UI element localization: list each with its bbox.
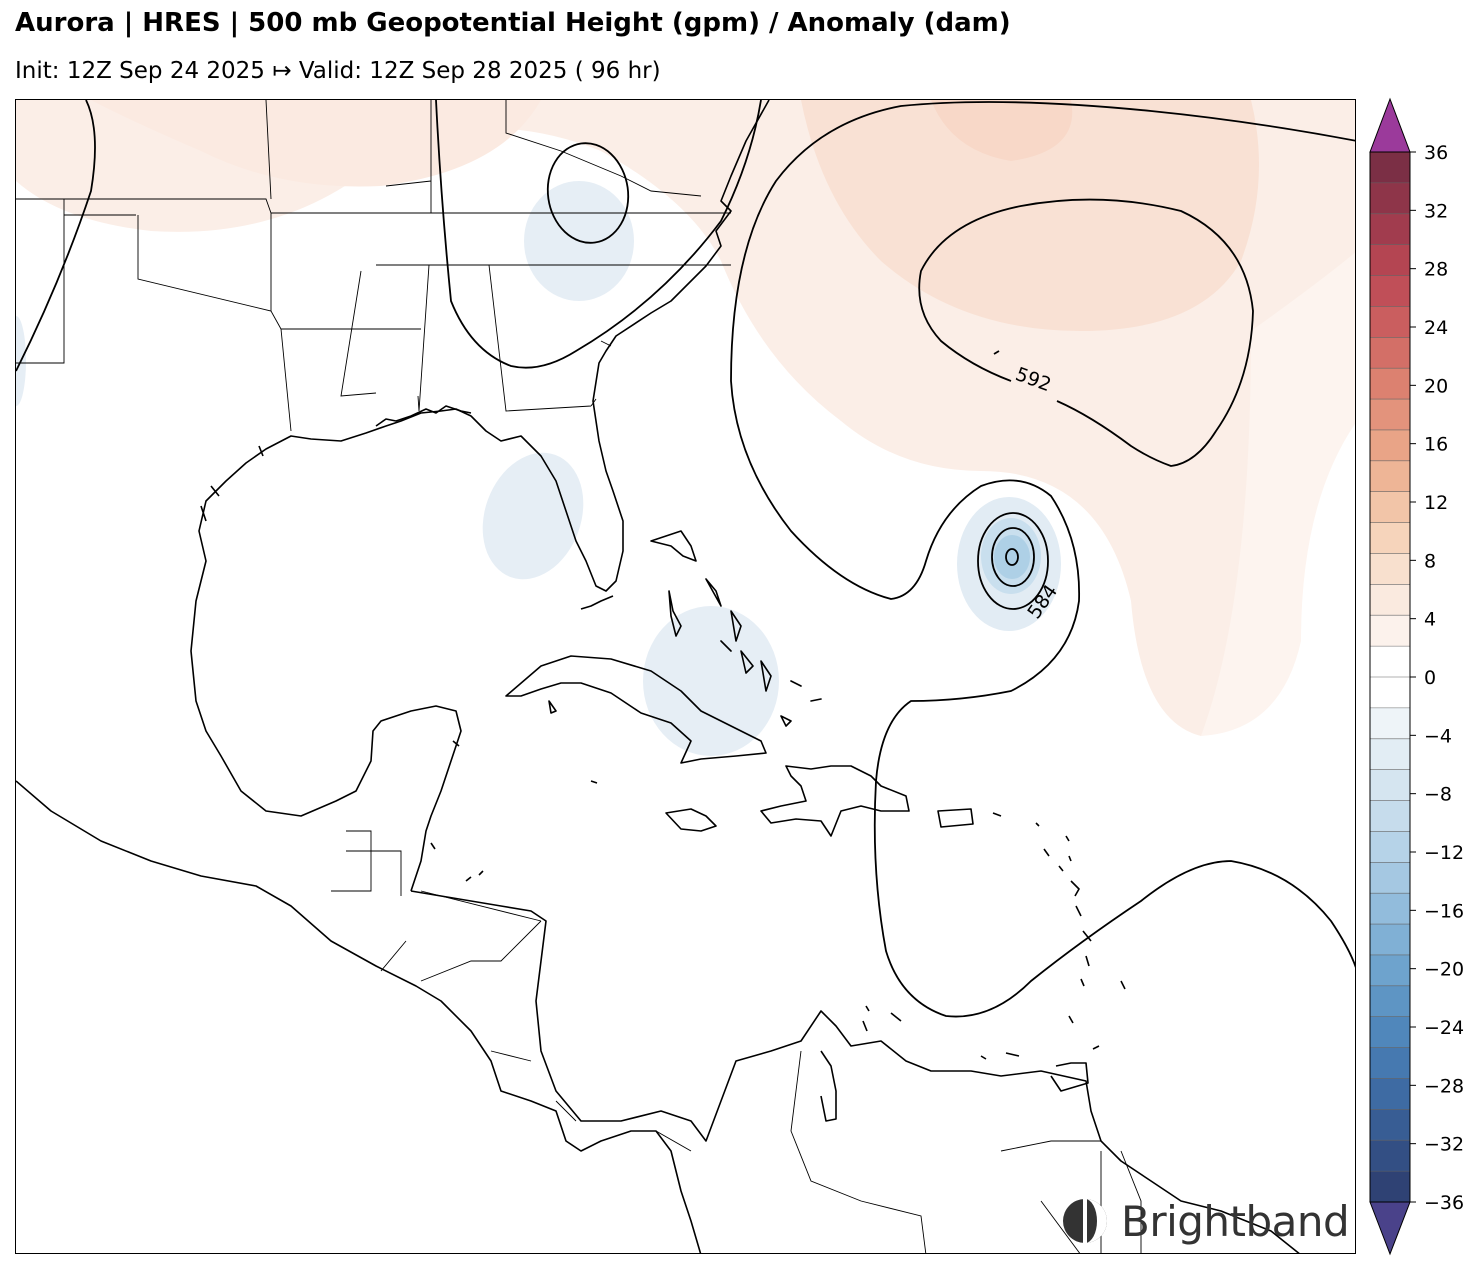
contour-low-outer [977,512,1049,610]
colorbar-extend-top [1369,97,1411,153]
cuba [505,655,767,764]
colorbar-extend-bottom [1369,1201,1411,1256]
colorbar-segment [1370,522,1410,554]
colorbar-segment [1370,1109,1410,1141]
colorbar-tick-label: 4 [1424,609,1436,631]
colorbar-tick-label: 36 [1424,142,1448,164]
contour-eastern-us-ridge [435,100,762,369]
bahamas-islands [650,530,822,727]
colorbar-segment [1370,1016,1410,1049]
colorbar-segment [1370,1078,1410,1110]
puerto-rico [937,808,974,828]
coastlines [16,100,1300,1253]
colorbar-segment [1370,954,1410,987]
contour-592 [918,198,1254,467]
map-svg: 592 584 [16,100,1355,1253]
colorbar-segment [1370,862,1410,894]
colorbar-segment [1370,306,1410,338]
hispaniola [760,765,910,837]
colorbar-tick-label: 32 [1424,200,1448,222]
colorbar-tick-label: −28 [1424,1075,1464,1097]
central-america-caribbean-coast [410,890,1300,1253]
colorbar-segment [1370,429,1410,462]
chart-subtitle: Init: 12Z Sep 24 2025 ↦ Valid: 12Z Sep 2… [15,58,661,84]
negative-anomaly-low-core [994,535,1030,579]
colorbar-tick-label: −24 [1424,1017,1464,1039]
colorbar-segment [1370,152,1410,184]
contour-low-mid [991,527,1035,587]
florida-keys [580,595,614,610]
colorbar-segment [1370,213,1410,246]
contour-carolinas-low [546,142,630,244]
colorbar-segment [1370,553,1410,585]
brightband-logo-icon [1063,1199,1107,1243]
colorbar-segment [1370,399,1410,431]
colorbar-segment [1370,1171,1410,1203]
colorbar-segment [1370,337,1410,369]
contour-atlantic-ridge-outer [730,101,1355,1018]
brand-logo: Brightband [1061,1194,1350,1248]
colorbar-segment [1370,584,1410,616]
colorbar-tick-label: −12 [1424,842,1464,864]
colorbar-tick-label: −8 [1424,784,1452,806]
negative-anomaly-bahamas [643,606,779,756]
positive-anomaly-band-east [1201,252,1355,736]
colorbar-segment [1370,707,1410,740]
colorbar-tick-label: 16 [1424,434,1448,456]
lesser-antilles [992,812,1126,1050]
colorbar-tick-label: 24 [1424,317,1448,339]
colorbar-tick-label: 0 [1424,667,1436,689]
colorbar-segment [1370,800,1410,832]
chart-title: Aurora | HRES | 500 mb Geopotential Heig… [15,8,1011,38]
colorbar-tick-label: 28 [1424,259,1448,281]
positive-anomaly-core [801,100,1259,331]
brand-logo-text: Brightband [1121,1196,1350,1246]
central-america-pacific-coast [16,780,702,1253]
colorbar-tick-label: 8 [1424,550,1436,572]
anomaly-shading [16,100,1355,756]
yucatan-islands [430,700,598,882]
colorbar-tick-label: 20 [1424,375,1448,397]
colorbar-tick-label: −16 [1424,900,1464,922]
contour-east-coast-trough [16,100,96,372]
political-borders [16,100,1142,1253]
contour-low-inner [1005,548,1019,566]
colorbar-segment [1370,1047,1410,1079]
colorbar-segment [1370,1140,1410,1172]
colorbar-segment [1370,646,1410,678]
colorbar-segment [1370,924,1410,956]
colorbar-tick-label: 12 [1424,492,1448,514]
colorbar-segment [1370,460,1410,493]
colorbar-segment [1370,368,1410,400]
negative-anomaly-gulf [482,452,584,580]
colorbar-segment [1370,738,1410,771]
colorbar-tick-label: −4 [1424,725,1452,747]
border-lines [16,100,1142,1253]
colorbar-segment [1370,677,1410,709]
colorbar-segment [1370,831,1410,863]
contour-592-dash [993,350,1000,355]
colorbar-segment [1370,985,1410,1018]
colorbar-segment [1370,275,1410,307]
colorbar-segment [1370,182,1410,215]
colorbar-segment [1370,769,1410,802]
jamaica [665,808,717,832]
colorbar-tick-label: −32 [1424,1134,1464,1156]
venezuela-coast-islands [820,1005,1089,1122]
colorbar-tick-label: −36 [1424,1192,1464,1214]
anomaly-colorbar: 36 32 28 24 20 16 12 8 4 0 −4 −8 −12 −16 −20 −24 −28 −32 −… [1369,97,1464,1256]
map-panel: 592 584 Brightband [15,99,1356,1254]
us-gulf-and-east-coast [190,100,770,892]
colorbar-segment [1370,615,1410,647]
colorbar-tick-label: −20 [1424,959,1464,981]
gulf-coast-jagged [200,405,472,522]
colorbar-segment [1370,244,1410,277]
colorbar-segment [1370,491,1410,524]
colorbar-segment [1370,893,1410,925]
positive-anomaly-west [91,100,541,187]
positive-anomaly-max [931,100,1073,161]
